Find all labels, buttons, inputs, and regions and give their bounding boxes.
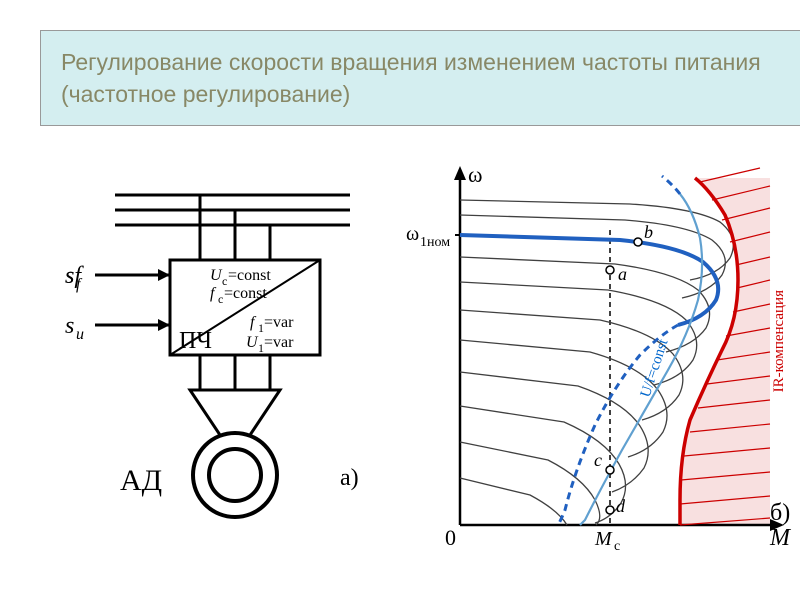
svg-text:с: с [614,539,620,554]
svg-text:с: с [218,292,223,306]
slide-title: Регулирование скорости вращения изменени… [40,30,800,126]
converter-label: ПЧ [179,328,212,354]
svg-text:=const: =const [224,285,267,302]
svg-text:u: u [76,326,84,343]
svg-text:1ном: 1ном [420,235,450,250]
svg-text:s: s [65,263,74,289]
svg-text:b: b [644,222,653,242]
slide: Регулирование скорости вращения изменени… [0,0,800,600]
svg-text:ω: ω [406,223,419,245]
svg-text:=var: =var [264,314,294,331]
subfig-a: а) [340,465,359,491]
subfig-b: б) [770,500,790,526]
svg-text:M: M [594,528,613,550]
y-axis-label: ω [468,162,482,187]
svg-text:s: s [65,313,74,339]
origin-label: 0 [445,525,456,550]
svg-text:a: a [618,264,627,284]
svg-text:=var: =var [264,334,294,351]
content-area: sf s f s u U с =const f с =const f 1 [40,155,780,585]
svg-text:=const: =const [228,267,271,284]
svg-text:d: d [616,496,626,516]
svg-text:c: c [594,450,602,470]
svg-text:f: f [76,276,83,293]
circuit-diagram: sf s f s u U с =const f с =const f 1 [50,175,390,555]
ir-label: IR-компенсация [771,290,788,392]
motor-label: АД [120,464,162,497]
x-axis-label: M [769,525,792,551]
speed-torque-chart: ω ω 1ном 0 M M с [400,160,800,560]
